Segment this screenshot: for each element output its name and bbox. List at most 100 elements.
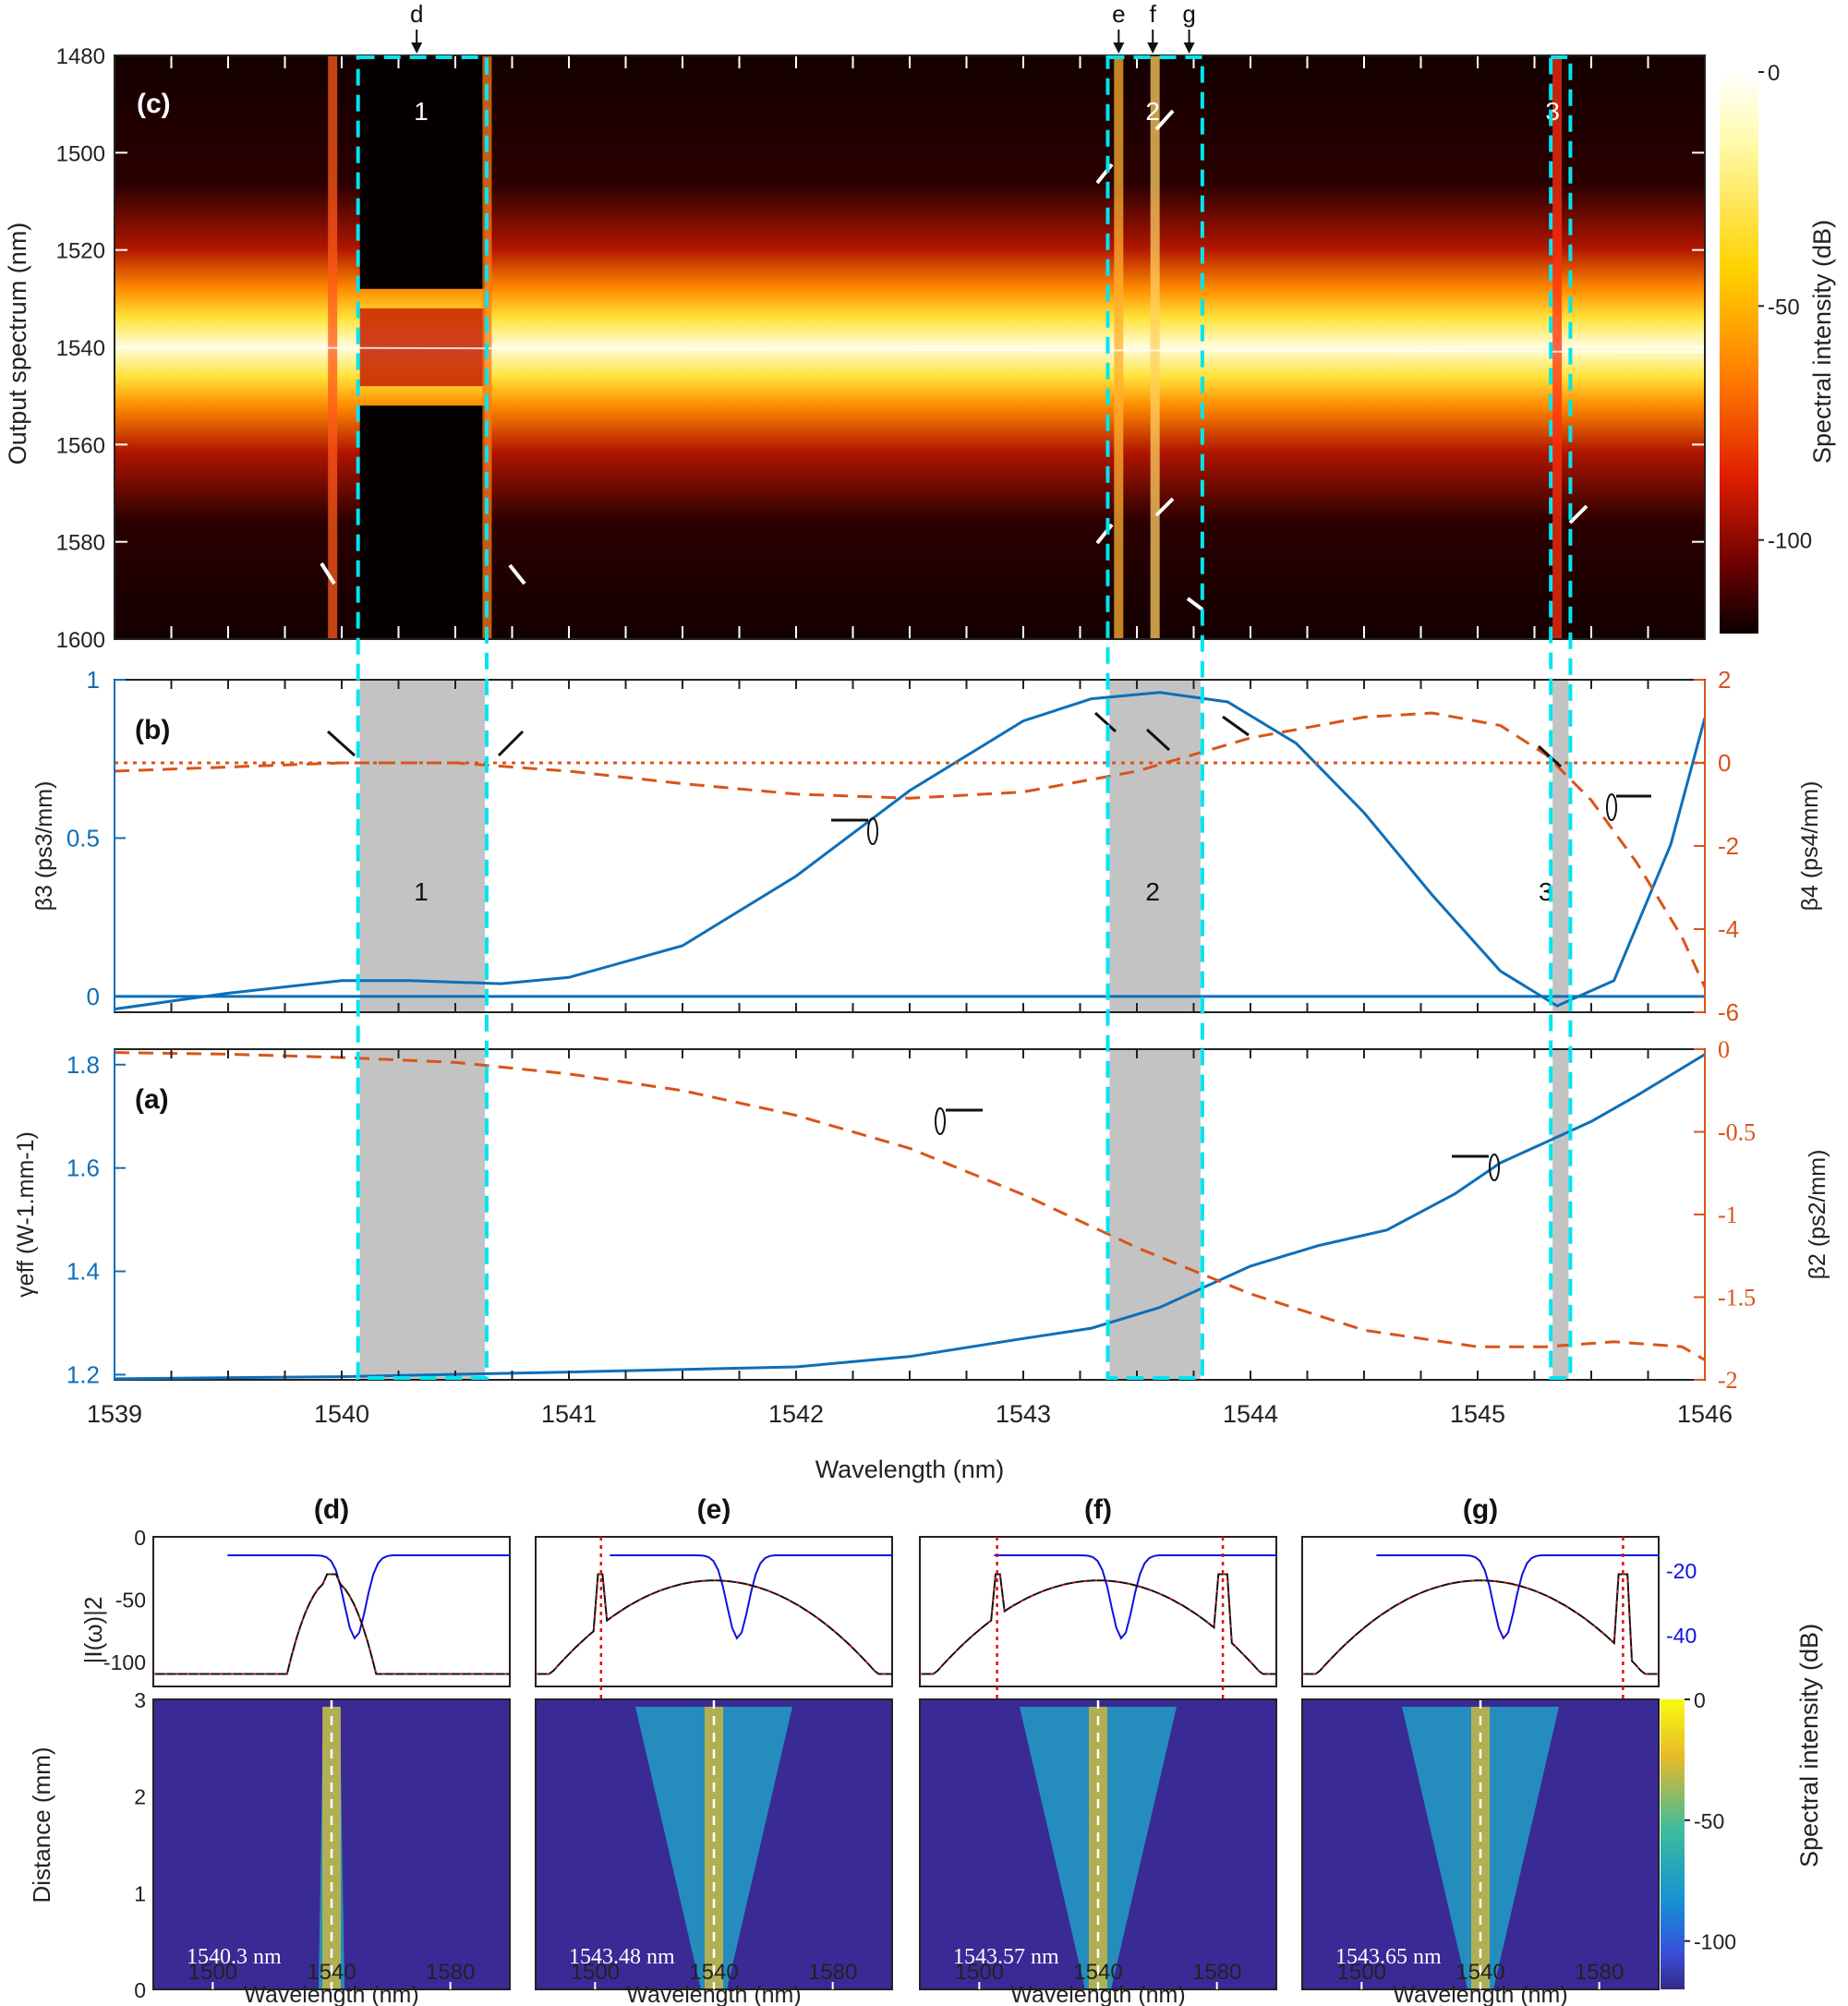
panel-b-ylabel-left: β3 (ps3/mm)	[31, 781, 57, 912]
shaded-region	[359, 680, 485, 1012]
evolution-pump-core	[1089, 1707, 1107, 1989]
white-arrow	[508, 563, 526, 586]
bottom-xtick-label: 1500	[188, 1960, 237, 1985]
spectrum-frame	[152, 1536, 511, 1687]
b-ytick-right-label: 2	[1718, 666, 1731, 694]
heatmap-c-frame	[114, 54, 1706, 640]
b-ytick-left-label: 0	[87, 983, 100, 1010]
b-ytick-right-label: -2	[1718, 832, 1739, 860]
b-region-label: 1	[414, 877, 429, 906]
transmission-trace	[610, 1554, 892, 1640]
shaded-region	[1552, 1049, 1569, 1380]
bottom-xlabel: Wavelength (nm)	[626, 1982, 801, 2006]
panel-b-label: (b)	[135, 715, 170, 745]
bottom-top-ytick-right-label: -40	[1666, 1624, 1697, 1648]
panel-a-shaded-regions	[359, 1049, 1569, 1380]
panel-c: 1480 1500 1520 1540 1560 1580 1600 (c) Output …	[4, 0, 1836, 653]
panel-b-frame	[114, 679, 1706, 1013]
colorbar-c	[1720, 72, 1758, 634]
a-ytick-right-label: -1	[1718, 1202, 1738, 1228]
b-ytick-right-label: 0	[1718, 749, 1731, 777]
colorbar-c-ticks: 0 -50 -100	[1758, 61, 1812, 554]
main-xtick-label: 1539	[87, 1400, 142, 1428]
bottom-ylabel-distance: Distance (mm)	[28, 1746, 55, 1903]
region1-dark-upper	[359, 55, 485, 289]
heatmap-c-axes: 1480 1500 1520 1540 1560 1580 1600	[56, 44, 1706, 653]
b-black-arrow	[1093, 711, 1117, 733]
main-xtick-label: 1544	[1223, 1400, 1278, 1428]
b-axis-indicator-loop	[867, 817, 878, 845]
panel-a: 1.8 1.6 1.4 1.2 0 -0.5 -1 -1.5 -2 (a) γeff (W-1.…	[13, 1036, 1830, 1483]
a-ytick-right-label: -2	[1718, 1367, 1738, 1394]
colorbar-bottom-ticks: 0 -50 -100	[1685, 1688, 1736, 1954]
bottom-panel-label: (e)	[697, 1494, 731, 1525]
top-markers: d e f g1 2 3	[320, 0, 1588, 611]
panel-b: 1 0.5 0 2 0 -2 -4 -6 (b) β3 (ps3/mm) β4 (ps4/mm…	[31, 666, 1823, 1026]
bottom-xlabel: Wavelength (nm)	[1393, 1982, 1567, 2006]
bottom-panel-label: (f)	[1084, 1494, 1112, 1525]
white-arrow	[1568, 504, 1588, 525]
a-ytick-left-label: 1.2	[66, 1360, 100, 1388]
main-xtick-label: 1545	[1450, 1400, 1505, 1428]
white-arrow	[1154, 109, 1175, 131]
spectrum-trace	[1302, 1573, 1659, 1675]
spectrum-envelope	[536, 1573, 892, 1675]
panel-a-axes: 1.8 1.6 1.4 1.2 0 -0.5 -1 -1.5 -2	[66, 1036, 1756, 1394]
region-box	[356, 55, 489, 1380]
heatmap-c-ytick-label: 1520	[56, 239, 105, 264]
spectrum-envelope	[153, 1573, 510, 1675]
top-marker-f: f	[1150, 0, 1157, 28]
a-ytick-left-label: 1.4	[66, 1258, 100, 1286]
heatmap-c-pump-line	[114, 346, 1706, 354]
top-marker-d: d	[410, 0, 423, 28]
colorbar-bottom-label: Spectral intensity (dB)	[1795, 1624, 1823, 1867]
panel-a-ylabel-left: γeff (W-1.mm-1)	[13, 1131, 39, 1298]
colorbar-c-label: Spectral intensity (dB)	[1808, 220, 1836, 464]
heatmap-c-ytick-label: 1500	[56, 141, 105, 166]
region-boxes	[356, 55, 1573, 1380]
bottom-xtick-label: 1500	[1337, 1960, 1386, 1985]
panel-b-axes: 1 0.5 0 2 0 -2 -4 -6	[66, 666, 1739, 1026]
pump-wavelength-label: 1543.65 nm	[1335, 1945, 1442, 1969]
heatmap-c-phase-line	[1150, 55, 1160, 639]
a-axis-indicator-loop	[1489, 1154, 1500, 1181]
shaded-region	[1552, 680, 1569, 1012]
panel-b-series	[114, 691, 1707, 1011]
bottom-distance-tick-label: 0	[134, 1978, 146, 2002]
a-ytick-right-label: 0	[1718, 1036, 1730, 1063]
main-xtick-label: 1540	[314, 1400, 369, 1428]
heatmap-c-phase-line	[1114, 55, 1124, 639]
pump-wavelength-label: 1540.3 nm	[187, 1945, 282, 1969]
a-ytick-left-label: 1.8	[66, 1051, 100, 1079]
pump-wavelength-label: 1543.48 nm	[569, 1945, 675, 1969]
bottom-top-ytick-label: 0	[134, 1526, 146, 1550]
b-black-arrow	[1145, 728, 1171, 752]
heatmap-c-region-label: 2	[1145, 97, 1160, 126]
heatmap-c-ytick-label: 1560	[56, 433, 105, 458]
heatmap-c-ytick-label: 1480	[56, 44, 105, 69]
b-axis-indicator-loop	[1606, 793, 1617, 821]
bottom-xtick-label: 1580	[426, 1960, 475, 1985]
series-β3	[114, 691, 1707, 1011]
panel-a-label: (a)	[135, 1084, 169, 1115]
main-xtick-label: 1543	[996, 1400, 1051, 1428]
main-x-axis-label: Wavelength (nm)	[815, 1456, 1005, 1483]
panel-b-ylabel-right: β4 (ps4/mm)	[1797, 781, 1823, 912]
panel-a-ylabel-right: β2 (ps2/mm)	[1805, 1150, 1830, 1280]
shaded-region	[359, 1049, 485, 1380]
heatmap-c-features	[114, 55, 1706, 639]
bottom-distance-tick-label: 3	[134, 1688, 146, 1712]
shaded-region	[1109, 680, 1201, 1012]
b-black-arrow	[1222, 715, 1250, 737]
bottom-xtick-label: 1540	[1073, 1960, 1122, 1985]
b-ytick-right-label: -4	[1718, 915, 1739, 943]
region-box	[1105, 55, 1204, 1380]
heatmap-c-phase-line	[1552, 55, 1563, 639]
top-marker-arrowhead	[1113, 42, 1125, 54]
transmission-trace	[227, 1554, 510, 1640]
transmission-trace	[994, 1554, 1276, 1640]
heatmap-c-ytick-label: 1580	[56, 531, 105, 556]
